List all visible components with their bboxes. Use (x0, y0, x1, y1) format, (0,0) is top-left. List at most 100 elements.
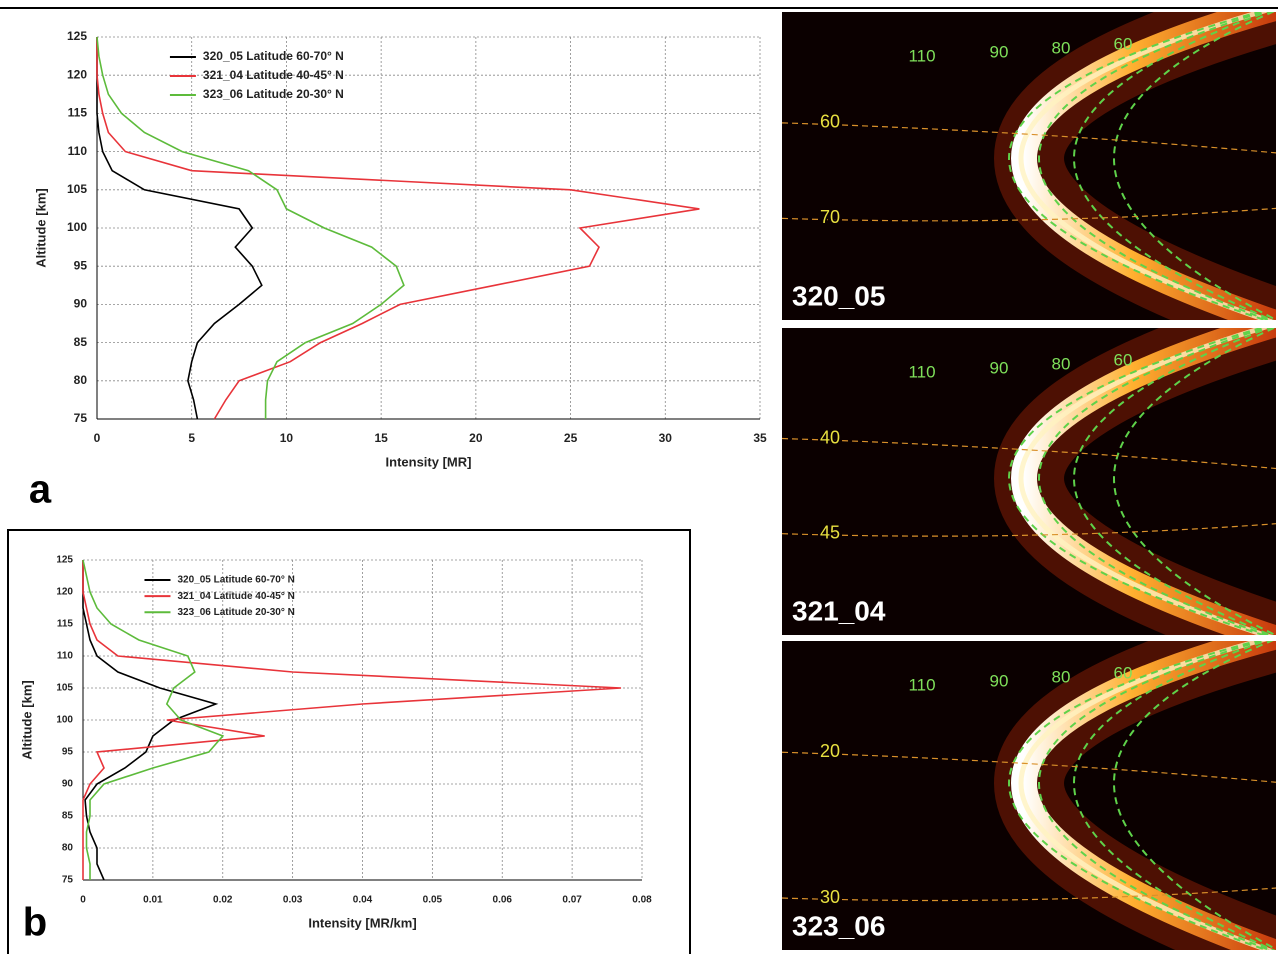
x-tick-label: 0 (94, 431, 101, 445)
x-tick-label: 35 (753, 431, 767, 445)
contour-label: 90 (990, 42, 1009, 61)
contour-label: 110 (908, 362, 935, 381)
contour-line (1038, 328, 1270, 635)
contour-line (1113, 12, 1276, 320)
x-tick-label: 0 (80, 895, 86, 906)
contour-line (1073, 328, 1274, 635)
contour-line (1038, 12, 1272, 320)
contour-label: 80 (1052, 667, 1071, 686)
x-tick-label: 30 (659, 431, 673, 445)
legend-label: 320_05 Latitude 60-70° N (177, 575, 294, 586)
latitude-label: 60 (820, 112, 840, 132)
y-tick-label: 85 (62, 811, 74, 822)
latitude-label: 45 (820, 522, 840, 542)
y-tick-label: 95 (62, 747, 74, 758)
y-axis-title: Altitude [km] (33, 188, 48, 267)
contour-line (1113, 328, 1276, 635)
emission-core (1018, 12, 1275, 320)
y-tick-label: 120 (67, 67, 87, 81)
contour-line (1008, 641, 1270, 950)
contour-label: 60 (1114, 663, 1133, 682)
contour-label: 110 (908, 675, 935, 694)
x-axis-title: Intensity [MR/km] (308, 915, 416, 930)
x-tick-label: 15 (374, 431, 388, 445)
contour-line (1008, 12, 1269, 320)
y-tick-label: 100 (56, 715, 73, 726)
x-tick-label: 20 (469, 431, 483, 445)
y-tick-label: 75 (74, 411, 88, 425)
contour-label: 60 (1114, 34, 1133, 53)
panel-content: 110 90 80 60 40 45 (782, 328, 1276, 635)
y-axis-title: Altitude [km] (19, 680, 34, 759)
image-panel: 110 90 80 60 20 30 323_06 (782, 641, 1276, 950)
y-tick-label: 80 (74, 373, 88, 387)
panel-content: 110 90 80 60 20 30 (782, 641, 1276, 950)
contour-label: 80 (1052, 38, 1071, 57)
series-line (96, 37, 700, 420)
x-tick-label: 0.07 (562, 895, 582, 906)
y-tick-label: 100 (67, 220, 87, 234)
contour-label: 90 (990, 671, 1009, 690)
x-tick-label: 0.02 (213, 895, 233, 906)
y-tick-label: 75 (62, 875, 74, 886)
series-line (82, 559, 225, 880)
y-tick-label: 105 (67, 182, 87, 196)
latitude-label: 30 (820, 887, 840, 907)
y-tick-label: 115 (57, 619, 74, 630)
x-tick-label: 0.04 (353, 895, 373, 906)
x-tick-label: 0.06 (493, 895, 513, 906)
y-tick-label: 115 (68, 106, 88, 120)
series-line (96, 37, 263, 420)
contour-label: 60 (1114, 350, 1133, 369)
y-tick-label: 120 (56, 587, 73, 598)
y-tick-label: 125 (67, 29, 87, 43)
image-panel: 110 90 80 60 40 45 321_04 (782, 328, 1276, 635)
panel-letter: a (29, 468, 52, 512)
panel-title: 321_04 (792, 595, 886, 626)
contour-line (1008, 328, 1267, 635)
contour-label: 90 (990, 358, 1009, 377)
x-tick-label: 25 (564, 431, 578, 445)
y-tick-label: 90 (62, 779, 74, 790)
x-axis-title: Intensity [MR] (386, 454, 472, 469)
panel-title: 323_06 (792, 910, 885, 941)
x-tick-label: 0.08 (632, 895, 652, 906)
y-tick-label: 105 (56, 683, 73, 694)
contour-label: 80 (1052, 354, 1071, 373)
x-tick-label: 5 (188, 431, 195, 445)
contour-line (1073, 641, 1276, 950)
series-line (82, 560, 622, 880)
latitude-label: 70 (820, 207, 840, 227)
latitude-label: 20 (820, 741, 840, 761)
contour-line (1038, 641, 1273, 950)
contour-line (1113, 641, 1276, 950)
legend-label: 323_06 Latitude 20-30° N (177, 607, 294, 618)
panel-b-frame (7, 529, 691, 954)
legend-label: 321_04 Latitude 40-45° N (203, 68, 344, 82)
x-tick-label: 0.05 (423, 895, 443, 906)
emission-core (1018, 641, 1276, 950)
panel-content: 110 90 80 60 60 70 (782, 12, 1276, 320)
latitude-label: 40 (820, 427, 840, 447)
y-tick-label: 90 (74, 297, 88, 311)
panel-title: 320_05 (792, 280, 885, 311)
y-tick-label: 95 (74, 258, 88, 272)
legend-label: 320_05 Latitude 60-70° N (203, 49, 344, 63)
image-panel: 110 90 80 60 60 70 320_05 (782, 12, 1276, 320)
contour-line (1073, 12, 1275, 320)
y-tick-label: 85 (74, 335, 88, 349)
y-tick-label: 125 (56, 555, 73, 566)
series-line (96, 36, 405, 419)
legend-label: 323_06 Latitude 20-30° N (203, 87, 344, 101)
legend-label: 321_04 Latitude 40-45° N (177, 591, 294, 602)
contour-label: 110 (908, 46, 935, 65)
y-tick-label: 80 (62, 843, 74, 854)
panel-letter: b (23, 901, 47, 945)
x-tick-label: 0.03 (283, 895, 303, 906)
y-tick-label: 110 (57, 651, 74, 662)
x-tick-label: 10 (280, 431, 294, 445)
y-tick-label: 110 (68, 144, 88, 158)
x-tick-label: 0.01 (143, 895, 163, 906)
emission-core (1018, 328, 1273, 635)
